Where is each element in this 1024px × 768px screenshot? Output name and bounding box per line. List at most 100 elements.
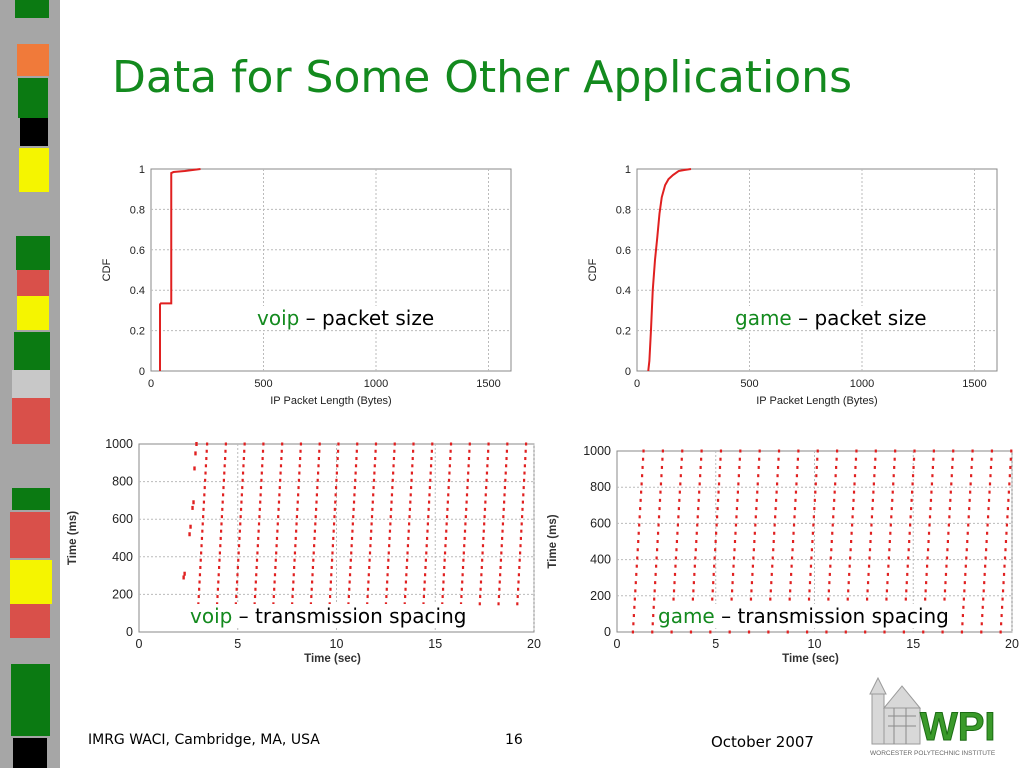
data-point: [352, 500, 356, 504]
spacing-sweep: [960, 449, 974, 634]
data-point: [794, 490, 798, 494]
data-point: [441, 602, 444, 606]
caption-app: voip: [257, 306, 300, 330]
data-point: [460, 595, 463, 599]
data-point: [502, 507, 505, 511]
y-tick-label: 0: [126, 625, 133, 639]
data-point: [464, 515, 467, 519]
data-point: [280, 449, 283, 453]
y-tick-label: 800: [590, 480, 611, 494]
data-point: [951, 457, 954, 461]
data-point: [410, 478, 413, 482]
data-point: [278, 493, 281, 497]
data-point: [404, 595, 407, 599]
data-point: [200, 544, 203, 548]
data-point: [461, 565, 465, 569]
data-point: [653, 597, 656, 601]
data-point: [964, 572, 967, 576]
strip-block: [10, 512, 50, 558]
data-point: [367, 580, 370, 584]
data-point: [758, 457, 761, 461]
data-point: [483, 515, 486, 519]
data-point: [986, 515, 990, 519]
data-point: [235, 595, 238, 599]
data-point: [679, 482, 682, 486]
data-point: [678, 490, 681, 494]
data-point: [369, 536, 372, 540]
spacing-sweep: [497, 442, 509, 606]
data-point: [238, 529, 241, 533]
data-point: [519, 544, 522, 548]
data-point: [334, 500, 337, 504]
data-point: [258, 507, 261, 511]
data-point: [504, 471, 507, 475]
data-point: [871, 498, 875, 502]
caption-app: game: [735, 306, 792, 330]
data-point: [262, 442, 265, 446]
data-point: [790, 564, 793, 568]
data-point: [386, 565, 390, 569]
data-point: [408, 522, 411, 526]
data-point: [834, 474, 837, 478]
data-point: [657, 515, 661, 519]
data-point: [810, 548, 814, 552]
data-point: [796, 457, 800, 461]
data-point: [295, 522, 298, 526]
data-point: [717, 482, 721, 486]
data-point: [961, 614, 965, 618]
data-point: [632, 614, 635, 618]
data-point: [772, 548, 775, 552]
y-axis-label: Time (ms): [547, 514, 559, 568]
data-point: [713, 556, 716, 560]
data-point: [733, 548, 736, 552]
data-point: [328, 602, 331, 606]
data-point: [430, 457, 433, 461]
data-point: [329, 587, 332, 591]
strip-block: [10, 560, 52, 604]
data-point: [792, 531, 795, 535]
data-point: [1002, 581, 1005, 585]
plot-frame: [150, 168, 512, 372]
slide-title: Data for Some Other Applications: [112, 52, 852, 103]
data-point: [851, 507, 855, 511]
data-point: [482, 529, 485, 533]
data-point: [279, 464, 283, 468]
logo-wordmark: WPI: [920, 705, 996, 749]
data-point: [885, 597, 888, 601]
data-point: [737, 482, 740, 486]
data-point: [786, 630, 789, 634]
data-point: [391, 486, 394, 490]
data-point: [830, 548, 833, 552]
x-tick-label: 1000: [364, 378, 388, 390]
data-point: [498, 587, 501, 591]
data-point: [423, 573, 427, 577]
data-point: [423, 580, 426, 584]
data-point: [738, 457, 741, 461]
data-point: [202, 500, 206, 504]
data-point: [294, 544, 297, 548]
x-tick-label: 1500: [476, 378, 500, 390]
data-point: [373, 471, 376, 475]
data-point: [297, 486, 300, 490]
data-point: [221, 493, 225, 497]
data-point: [503, 500, 506, 504]
spacing-sweep: [459, 442, 471, 606]
data-point: [738, 465, 741, 469]
data-point: [731, 581, 734, 585]
data-point: [291, 602, 294, 606]
data-point: [700, 457, 703, 461]
x-tick-label: 1500: [962, 378, 986, 390]
data-point: [256, 551, 259, 555]
data-point: [932, 457, 935, 461]
data-point: [239, 515, 242, 519]
data-point: [656, 540, 659, 543]
data-point: [963, 581, 966, 585]
data-point: [1009, 465, 1012, 469]
data-point: [849, 556, 852, 560]
data-point: [313, 529, 317, 533]
data-point: [1007, 490, 1010, 494]
y-tick-label: 0: [625, 366, 631, 378]
data-point: [947, 523, 950, 527]
data-point: [815, 474, 818, 478]
data-point: [429, 471, 432, 475]
